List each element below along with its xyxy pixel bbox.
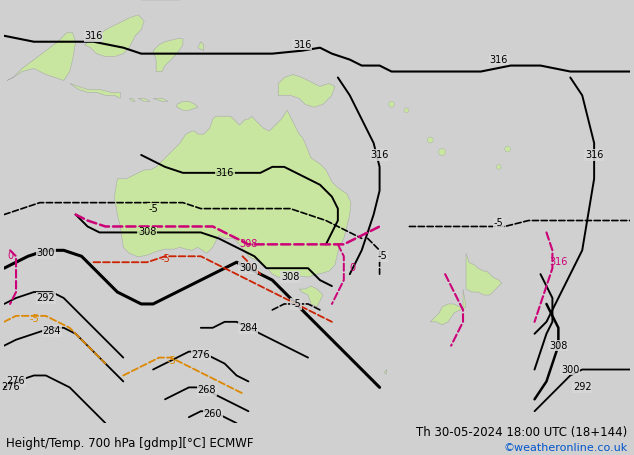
Polygon shape bbox=[430, 289, 466, 325]
Polygon shape bbox=[384, 369, 387, 374]
Text: 316: 316 bbox=[370, 150, 389, 160]
Text: 0: 0 bbox=[7, 251, 13, 261]
Polygon shape bbox=[198, 42, 204, 51]
Circle shape bbox=[439, 148, 446, 156]
Text: 268: 268 bbox=[198, 385, 216, 395]
Text: 308: 308 bbox=[239, 239, 257, 249]
Circle shape bbox=[427, 137, 433, 143]
Text: 316: 316 bbox=[489, 55, 508, 65]
Text: 316: 316 bbox=[216, 168, 234, 178]
Text: -5: -5 bbox=[494, 218, 503, 228]
Text: 308: 308 bbox=[281, 272, 299, 282]
Circle shape bbox=[496, 165, 501, 169]
Polygon shape bbox=[114, 110, 351, 280]
Circle shape bbox=[404, 108, 409, 113]
Circle shape bbox=[505, 146, 511, 152]
Text: 284: 284 bbox=[239, 323, 257, 333]
Text: -5: -5 bbox=[29, 314, 39, 324]
Text: 0: 0 bbox=[350, 263, 356, 273]
Text: 316: 316 bbox=[585, 150, 604, 160]
Text: Height/Temp. 700 hPa [gdmp][°C] ECMWF: Height/Temp. 700 hPa [gdmp][°C] ECMWF bbox=[6, 437, 254, 450]
Polygon shape bbox=[129, 98, 135, 101]
Text: -5: -5 bbox=[160, 254, 170, 264]
Text: 300: 300 bbox=[561, 364, 579, 374]
Polygon shape bbox=[153, 98, 168, 101]
Text: 316: 316 bbox=[549, 257, 567, 267]
Text: 276: 276 bbox=[7, 376, 25, 386]
Text: -5: -5 bbox=[378, 251, 387, 261]
Text: -5: -5 bbox=[291, 299, 301, 309]
Text: 300: 300 bbox=[37, 248, 55, 258]
Text: -5: -5 bbox=[166, 355, 176, 365]
Polygon shape bbox=[177, 101, 198, 110]
Text: 292: 292 bbox=[37, 293, 55, 303]
Polygon shape bbox=[299, 286, 323, 307]
Polygon shape bbox=[138, 98, 150, 101]
Text: 260: 260 bbox=[204, 409, 222, 419]
Polygon shape bbox=[153, 39, 183, 71]
Text: 284: 284 bbox=[42, 326, 61, 336]
Circle shape bbox=[389, 101, 394, 107]
Polygon shape bbox=[466, 253, 501, 295]
Text: 308: 308 bbox=[138, 228, 157, 238]
Text: 308: 308 bbox=[549, 341, 567, 351]
Polygon shape bbox=[7, 33, 75, 81]
Text: 316: 316 bbox=[84, 31, 103, 41]
Polygon shape bbox=[84, 15, 144, 56]
Text: -5: -5 bbox=[148, 203, 158, 213]
Text: ©weatheronline.co.uk: ©weatheronline.co.uk bbox=[503, 443, 628, 453]
Text: 292: 292 bbox=[573, 382, 592, 392]
Text: 276: 276 bbox=[191, 349, 210, 359]
Text: Th 30-05-2024 18:00 UTC (18+144): Th 30-05-2024 18:00 UTC (18+144) bbox=[417, 426, 628, 439]
Text: 276: 276 bbox=[1, 382, 20, 392]
Polygon shape bbox=[70, 83, 120, 98]
Text: 316: 316 bbox=[293, 40, 311, 50]
Polygon shape bbox=[278, 75, 335, 107]
Text: 300: 300 bbox=[239, 263, 257, 273]
